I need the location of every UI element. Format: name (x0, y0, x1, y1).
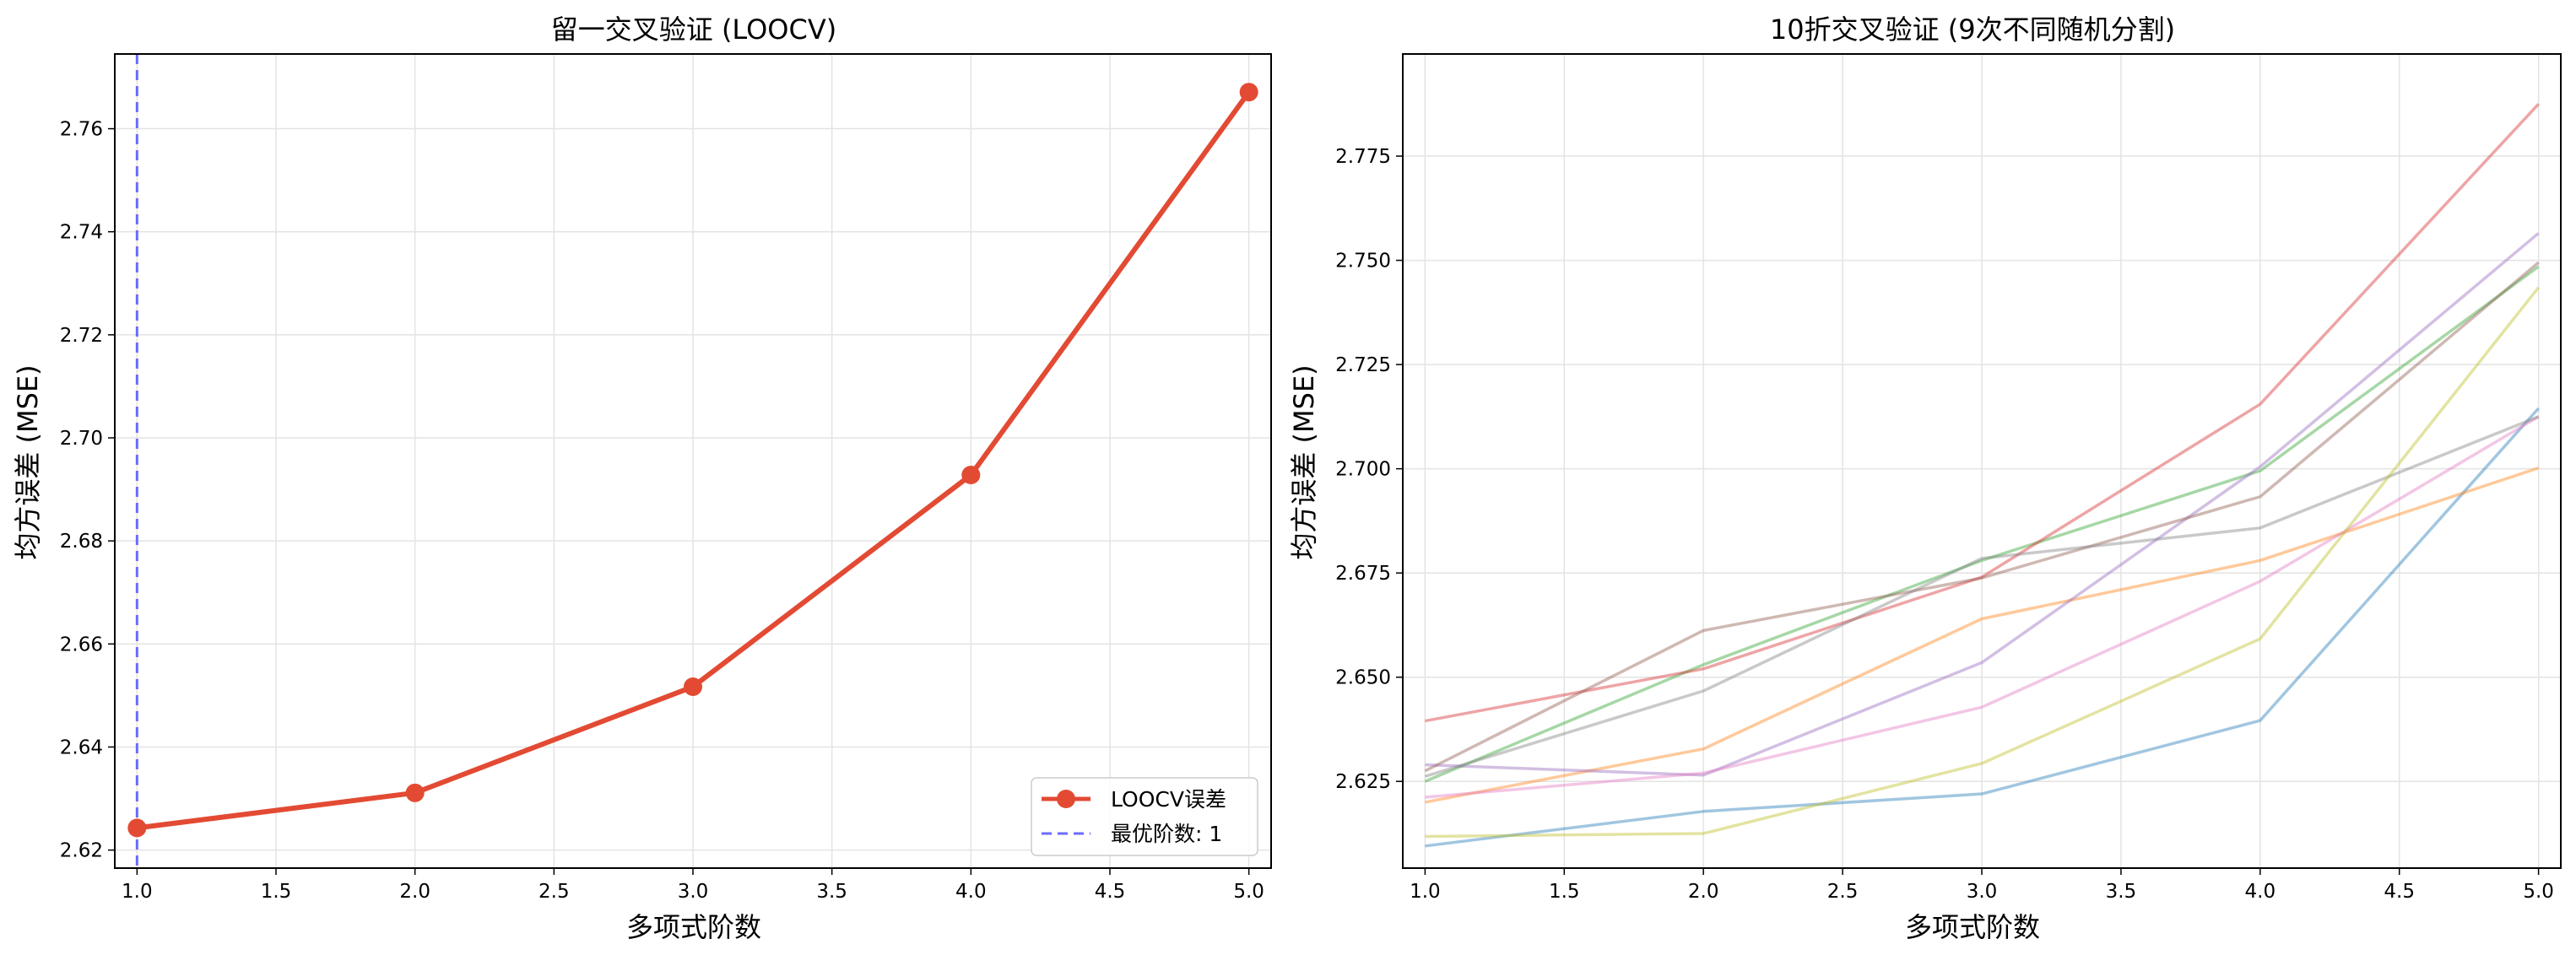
x-tick-label: 1.5 (261, 881, 292, 903)
y-tick-label: 2.675 (1335, 563, 1391, 585)
cv-split-line-5 (1425, 232, 2540, 777)
loocv-chart: 留一交叉验证 (LOOCV) 1.0 1.5 2.0 2.5 3.0 3.5 4.0 4.5 5… (12, 13, 1272, 943)
x-tick-label: 1.0 (1410, 881, 1441, 903)
grid (115, 54, 1271, 868)
x-tick-label: 2.5 (1827, 881, 1859, 903)
y-tick-label: 2.775 (1335, 146, 1391, 168)
cv-split-line-7 (1425, 415, 2540, 799)
y-tick-label: 2.70 (60, 428, 103, 450)
x-tick-label: 4.0 (955, 881, 987, 903)
chart-title: 留一交叉验证 (LOOCV) (551, 13, 836, 46)
axis-ticks: 1.0 1.5 2.0 2.5 3.0 3.5 4.0 4.5 5.0 2.625 2.650 2.6… (1335, 146, 2554, 903)
y-axis-label: 均方误差 (MSE) (12, 364, 44, 559)
y-tick-label: 2.725 (1335, 354, 1391, 376)
cv-split-line-9 (1425, 286, 2540, 839)
y-tick-label: 2.62 (60, 840, 103, 862)
x-tick-label: 4.5 (2384, 881, 2415, 903)
x-axis-label: 多项式阶数 (1905, 911, 2040, 943)
loocv-point (961, 465, 981, 484)
x-tick-label: 1.0 (122, 881, 153, 903)
y-axis-label: 均方误差 (MSE) (1288, 364, 1320, 559)
legend: LOOCV误差 最优阶数: 1 (1031, 777, 1258, 856)
x-tick-label: 3.5 (816, 881, 847, 903)
x-tick-label: 2.0 (399, 881, 430, 903)
loocv-point (684, 677, 702, 697)
x-axis-label: 多项式阶数 (626, 911, 761, 943)
legend-marker-loocv (1057, 790, 1075, 808)
loocv-point (1239, 83, 1258, 102)
y-tick-label: 2.625 (1335, 771, 1391, 793)
loocv-point (405, 783, 425, 802)
y-tick-label: 2.700 (1335, 459, 1391, 481)
cv-split-line-8 (1424, 415, 2540, 778)
y-tick-label: 2.650 (1335, 667, 1391, 689)
kfold-chart: 10折交叉验证 (9次不同随机分割) 1.0 1.5 2.0 2.5 3.0 3.5 4.0… (1288, 13, 2562, 943)
axis-ticks: 1.0 1.5 2.0 2.5 3.0 3.5 4.0 4.5 5.0 2.62 2.64 2.66 2… (60, 119, 1264, 903)
x-tick-label: 3.0 (1967, 881, 1998, 903)
cv-split-line-3 (1424, 265, 2540, 783)
x-tick-label: 1.5 (1549, 881, 1580, 903)
legend-label-loocv: LOOCV误差 (1111, 787, 1226, 812)
x-tick-label: 3.0 (678, 881, 709, 903)
grid (1403, 54, 2561, 868)
cv-split-line-6 (1424, 261, 2540, 773)
x-tick-label: 5.0 (2523, 881, 2554, 903)
x-tick-label: 5.0 (1233, 881, 1264, 903)
cv-split-line-4 (1425, 103, 2540, 723)
x-tick-label: 2.5 (538, 881, 570, 903)
y-tick-label: 2.72 (60, 325, 103, 347)
x-tick-label: 4.5 (1095, 881, 1126, 903)
cv-split-line-2 (1425, 466, 2540, 804)
y-tick-label: 2.76 (60, 119, 103, 141)
plot-area (127, 54, 1258, 868)
y-tick-label: 2.74 (60, 222, 103, 244)
cv-split-line-1 (1425, 407, 2540, 848)
y-tick-label: 2.68 (60, 531, 103, 553)
legend-label-optimal: 最优阶数: 1 (1111, 822, 1222, 846)
plot-area (1424, 103, 2540, 848)
x-tick-label: 3.5 (2106, 881, 2137, 903)
x-tick-label: 2.0 (1688, 881, 1719, 903)
x-tick-label: 4.0 (2245, 881, 2276, 903)
y-tick-label: 2.64 (60, 736, 103, 758)
chart-title: 10折交叉验证 (9次不同随机分割) (1770, 13, 2175, 46)
loocv-point (127, 818, 147, 838)
y-tick-label: 2.66 (60, 634, 103, 656)
y-tick-label: 2.750 (1335, 251, 1391, 272)
